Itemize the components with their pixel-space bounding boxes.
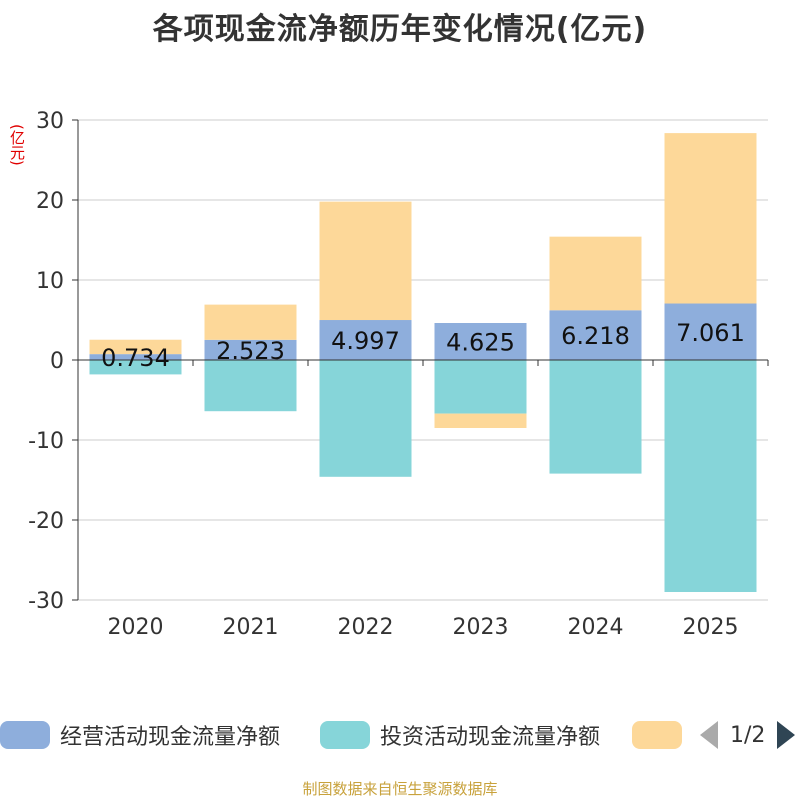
pager-prev-icon[interactable] (700, 721, 718, 749)
grid-lines (78, 119, 768, 601)
legend: 经营活动现金流量净额 投资活动现金流量净额 1/2 (0, 715, 800, 755)
bar-operating-2020 (89, 354, 182, 360)
x-tick-label-2023: 2023 (453, 615, 509, 640)
legend-swatch-financing (632, 721, 682, 749)
legend-pager: 1/2 (700, 715, 796, 755)
bar-operating-2024 (549, 310, 642, 360)
y-tick-label: 30 (36, 109, 64, 134)
legend-item-operating[interactable]: 经营活动现金流量净额 (0, 715, 280, 755)
data-label-2020: 0.734 (101, 344, 170, 372)
pager-indicator: 1/2 (730, 722, 766, 748)
legend-item-financing[interactable] (632, 715, 682, 755)
bar-financing-2020 (89, 339, 182, 355)
legend-label-operating: 经营活动现金流量净额 (60, 725, 281, 750)
bar-financing-2025 (664, 133, 757, 304)
bar-operating-2025 (664, 303, 757, 360)
bar-investing-2021 (204, 360, 297, 412)
data-label-2023: 4.625 (446, 329, 515, 357)
x-tick-label-2025: 2025 (683, 615, 739, 640)
bar-investing-2020 (89, 360, 182, 375)
bar-financing-2022 (319, 201, 412, 321)
x-tick-label-2021: 2021 (223, 615, 279, 640)
y-tick-label: -30 (28, 589, 64, 614)
bar-operating-2021 (204, 339, 297, 360)
chart-title: 各项现金流净额历年变化情况(亿元) (152, 12, 648, 47)
chart-plot: 30 20 10 0 -10 -20 -30 2020 2021 2022 2023 2024 2025… (28, 109, 769, 640)
x-tick-label-2022: 2022 (338, 615, 394, 640)
data-labels: 0.734 2.523 4.997 4.625 6.218 7.061 (101, 319, 745, 372)
legend-label-investing: 投资活动现金流量净额 (380, 725, 601, 750)
data-label-2022: 4.997 (331, 327, 400, 355)
data-label-2025: 7.061 (676, 319, 745, 347)
y-tick-label: 20 (36, 189, 64, 214)
bar-investing-2024 (549, 360, 642, 474)
axes: 30 20 10 0 -10 -20 -30 2020 2021 2022 2023 2024 2025 (28, 109, 769, 640)
bar-financing-2024 (549, 236, 642, 311)
x-tick-label-2020: 2020 (108, 615, 164, 640)
data-label-2024: 6.218 (561, 322, 630, 350)
bar-investing-2025 (664, 360, 757, 592)
y-tick-label: 10 (36, 269, 64, 294)
y-tick-label: 0 (50, 349, 64, 374)
bar-series (89, 133, 757, 592)
x-tick-label-2024: 2024 (568, 615, 624, 640)
data-label-2021: 2.523 (216, 337, 285, 365)
source-note: 制图数据来自恒生聚源数据库 (302, 780, 498, 798)
y-axis-unit: (亿元) (8, 124, 26, 166)
legend-swatch-investing (320, 721, 370, 749)
legend-swatch-operating (0, 721, 50, 749)
y-tick-label: -20 (28, 509, 64, 534)
bar-operating-2023 (434, 323, 527, 360)
legend-item-investing[interactable]: 投资活动现金流量净额 (320, 715, 600, 755)
bar-financing-2023 (434, 413, 527, 428)
bar-investing-2022 (319, 360, 412, 477)
bar-operating-2022 (319, 320, 412, 360)
bar-financing-2021 (204, 304, 297, 340)
pager-next-icon[interactable] (777, 721, 796, 749)
y-tick-label: -10 (28, 429, 64, 454)
bar-investing-2023 (434, 360, 527, 414)
